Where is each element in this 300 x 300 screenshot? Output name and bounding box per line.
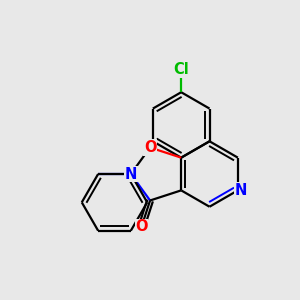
Text: O: O [144, 140, 156, 155]
Text: N: N [235, 183, 247, 198]
Text: N: N [125, 167, 137, 182]
Text: O: O [135, 219, 148, 234]
Text: Cl: Cl [173, 62, 189, 77]
